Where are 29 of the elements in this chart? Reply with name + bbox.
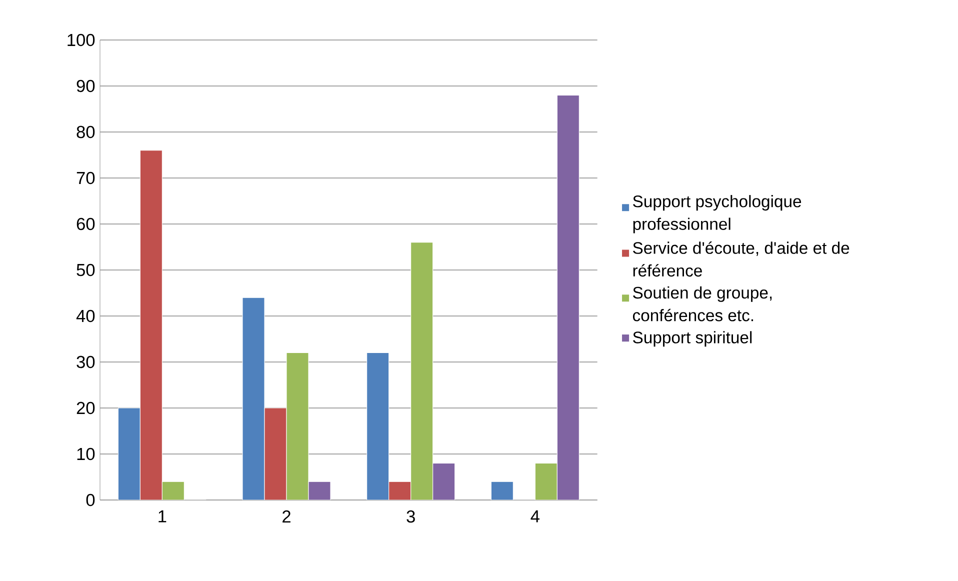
bar (140, 150, 162, 500)
bar (264, 408, 287, 500)
bar (534, 462, 558, 500)
y-tick-label: 30 (76, 356, 95, 368)
bar (308, 481, 331, 500)
y-tick-label: 70 (76, 172, 95, 184)
bar (432, 462, 456, 500)
x-tick-label: 2 (282, 510, 290, 522)
x-tick-label: 3 (406, 510, 415, 523)
y-tick-label: 50 (76, 264, 95, 276)
y-tick-label: 20 (76, 402, 95, 414)
legend-label: Soutien de groupe, conférences etc. (632, 286, 772, 322)
y-tick-label: 60 (76, 218, 95, 230)
y-tick-label: 90 (76, 80, 95, 92)
bar (162, 481, 184, 500)
legend-label: Support spirituel (633, 331, 752, 347)
bar (410, 242, 434, 500)
bar (556, 94, 580, 500)
x-tick-label: 1 (158, 510, 166, 522)
bar (388, 481, 412, 500)
y-tick-label: 80 (76, 126, 95, 138)
legend-label: Support psychologique professionnel (633, 195, 802, 234)
y-tick-label: 10 (77, 448, 95, 460)
bar (286, 352, 309, 500)
y-tick-label: 100 (68, 34, 95, 46)
legend-label: Service d'écoute, d'aide et de référence (633, 241, 850, 277)
y-tick-label: 0 (86, 494, 95, 506)
x-tick-label: 4 (530, 510, 540, 522)
y-tick-label: 40 (76, 310, 95, 322)
